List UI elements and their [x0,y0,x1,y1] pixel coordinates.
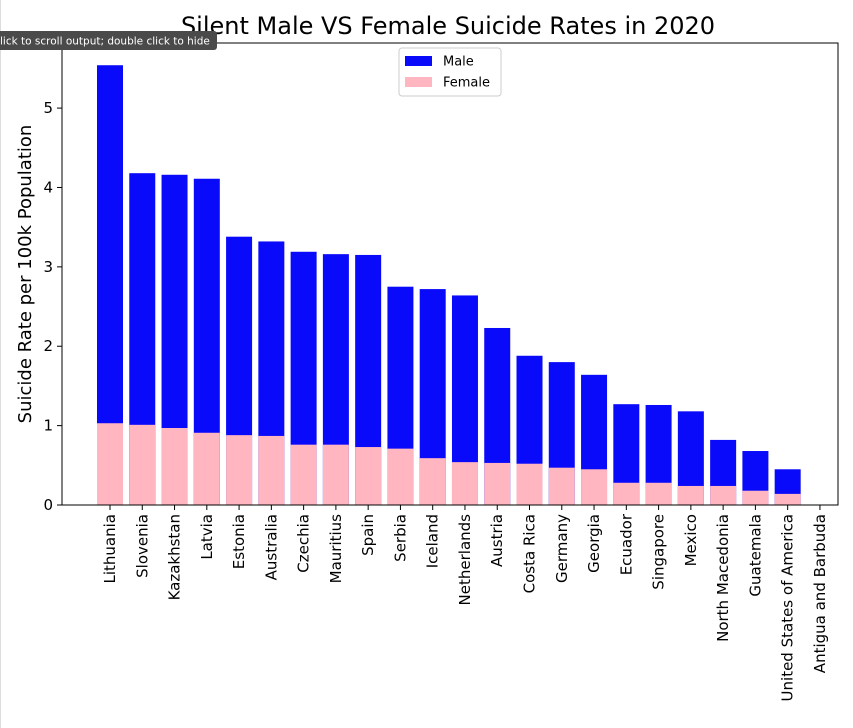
bar [226,435,253,505]
bar [355,447,382,505]
bar [322,444,349,505]
legend-label: Female [443,76,490,91]
legend: Male Female [398,47,502,97]
bar [742,490,769,505]
bar [387,448,414,505]
bar [677,485,704,505]
x-tick-label: Antigua and Barbuda [811,514,829,673]
x-tick-label: Czechia [295,514,313,573]
bar [97,423,123,505]
bar [613,482,640,505]
y-tick-label: 1 [43,417,53,435]
y-tick-label: 0 [43,496,53,514]
bar [129,424,156,505]
bar [774,493,801,505]
x-tick-label: Germany [553,514,571,583]
chart-title: Silent Male VS Female Suicide Rates in 2… [181,12,715,40]
x-tick-label: Mauritius [327,514,345,584]
x-tick-label: Serbia [391,514,409,562]
x-tick-label: Slovenia [133,514,151,578]
bar [161,428,188,505]
x-tick-label: Lithuania [101,514,119,583]
bar [193,432,220,505]
y-tick-label: 5 [43,99,53,117]
x-tick-label: Georgia [585,514,603,573]
bar [710,485,737,505]
x-tick-label: Costa Rica [521,514,539,593]
bar [548,467,575,505]
x-tick-label: Ecuador [617,513,635,575]
x-tick-label: North Macedonia [714,514,732,642]
y-tick-label: 3 [43,258,53,276]
plot-area [97,65,801,506]
x-tick-label: Kazakhstan [166,514,184,600]
x-tick-label: Latvia [198,514,216,560]
bar [451,462,478,505]
bar [419,458,446,505]
x-tick-label: United States of America [779,514,797,701]
x-tick-label: Singapore [650,514,668,590]
bar [290,444,317,505]
tooltip-text[interactable]: lick to scroll output; double click to h… [0,36,210,48]
bar [645,482,672,505]
x-tick-label: Australia [262,514,280,580]
y-axis-label: Suicide Rate per 100k Population [15,125,36,424]
bar [516,463,543,505]
y-tick-label: 4 [43,178,53,196]
y-tick-label: 2 [43,337,53,355]
tooltip-box[interactable] [0,31,217,50]
x-tick-label: Netherlands [456,514,474,606]
tooltip[interactable]: lick to scroll output; double click to h… [0,31,217,50]
bar [484,462,511,505]
axes-frame [61,42,839,506]
x-tick-label: Estonia [230,514,248,569]
legend-swatch [405,56,432,66]
x-tick-label: Guatemala [746,514,764,597]
x-tick-label: Iceland [424,514,442,568]
x-tick-label: Spain [359,514,377,556]
bar [258,435,285,505]
legend-swatch [405,77,432,87]
x-tick-label: Mexico [682,514,700,566]
legend-label: Male [443,55,474,70]
bar [581,469,608,505]
x-tick-label: Austria [488,514,506,567]
